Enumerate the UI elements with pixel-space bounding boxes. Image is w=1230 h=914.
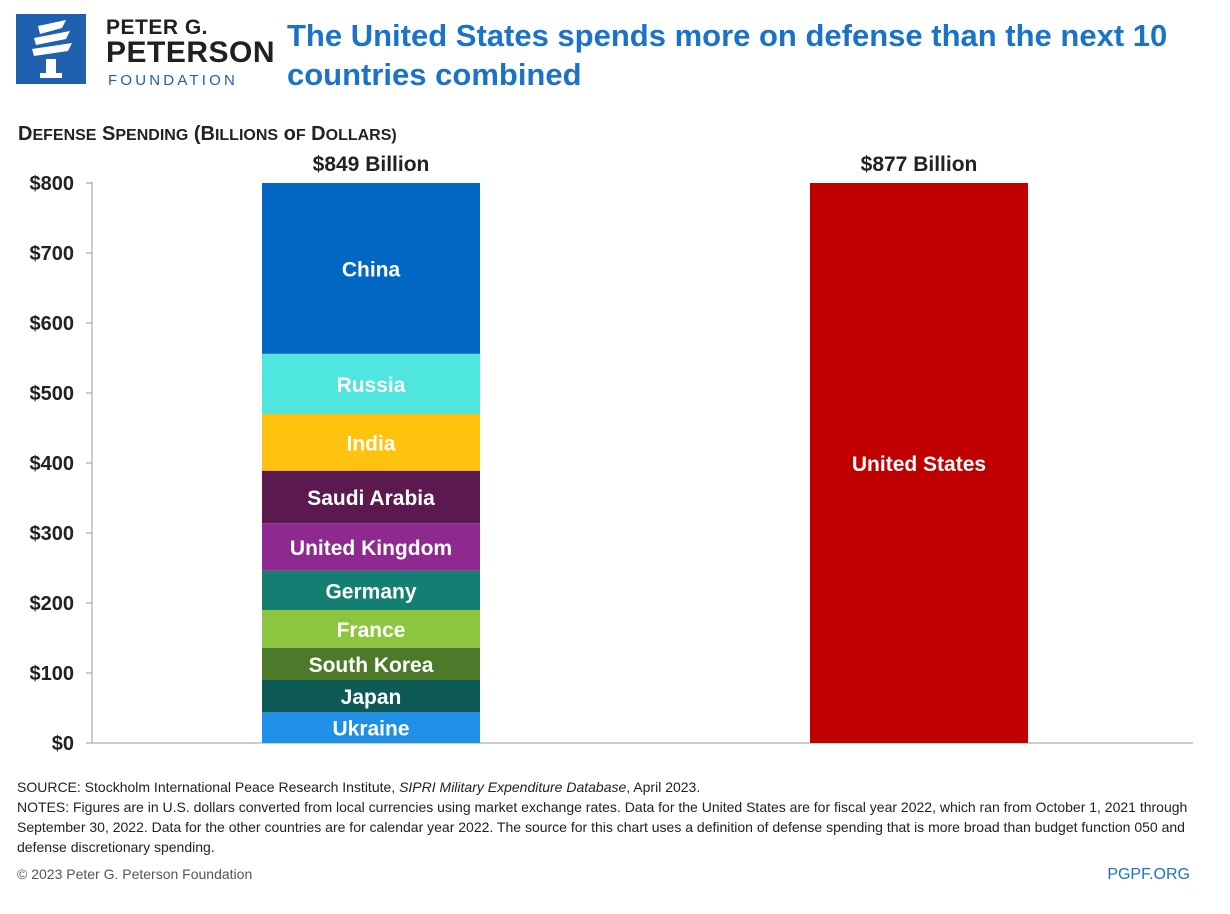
y-tick-label: $400 xyxy=(30,453,75,475)
chart-title: The United States spends more on defense… xyxy=(287,18,1168,92)
segment-label: Germany xyxy=(325,580,416,603)
segment-label: Russia xyxy=(337,374,406,397)
segment-label: India xyxy=(346,432,395,455)
bar-segment-saudi-arabia xyxy=(262,470,480,524)
segment-label: South Korea xyxy=(309,654,434,677)
bar-segment-india xyxy=(262,414,480,471)
y-tick-label: $300 xyxy=(30,523,75,545)
segment-label: Ukraine xyxy=(332,718,409,741)
notes-block: SOURCE: Stockholm International Peace Re… xyxy=(17,777,1217,857)
bar-total-label: $877 Billion xyxy=(861,153,978,176)
y-tick-label: $500 xyxy=(30,383,75,405)
logo-line-1: PETER G. xyxy=(106,16,209,39)
y-axis-label: DEFENSE SPENDING (BILLIONS oF DOLLARS) xyxy=(18,123,397,145)
y-tick-label: $0 xyxy=(52,733,74,755)
y-axis-ticks: $0 $100 $200 $300 $400 $500 $600 $700 $800 xyxy=(30,173,92,755)
segment-label: United Kingdom xyxy=(290,537,452,560)
notes-text: NOTES: Figures are in U.S. dollars conve… xyxy=(17,799,1188,855)
source-suffix: , April 2023. xyxy=(626,779,701,795)
y-tick-label: $100 xyxy=(30,663,75,685)
bar-segment-japan xyxy=(262,680,480,713)
bar-segment-germany xyxy=(262,570,480,610)
stacked-bar-chart: DEFENSE SPENDING (BILLIONS oF DOLLARS) $… xyxy=(18,123,1193,755)
logo-line-3: FOUNDATION xyxy=(108,72,239,89)
segment-label: China xyxy=(342,258,401,281)
bar-segment-china xyxy=(262,183,480,354)
y-tick-label: $800 xyxy=(30,173,75,195)
logo-line-2: PETERSON xyxy=(106,36,276,69)
bar-segment-united-kingdom xyxy=(262,523,480,571)
y-tick-label: $200 xyxy=(30,593,75,615)
source-title: SIPRI Military Expenditure Database xyxy=(399,779,627,795)
segment-label: Saudi Arabia xyxy=(307,487,435,510)
torch-logo-icon xyxy=(16,14,86,84)
bar-segment-russia xyxy=(262,353,480,414)
bar-segment-south-korea xyxy=(262,647,480,680)
source-prefix: SOURCE: Stockholm International Peace Re… xyxy=(17,779,400,795)
y-tick-label: $600 xyxy=(30,313,75,335)
copyright: © 2023 Peter G. Peterson Foundation xyxy=(17,866,253,882)
bar-total-label: $849 Billion xyxy=(313,153,430,176)
segment-label: Japan xyxy=(341,686,402,709)
bar-segment-united-states xyxy=(810,183,1028,743)
bar-segment-ukraine xyxy=(262,712,480,743)
bars-group: Ukraine Japan South Korea France Germany Unit… xyxy=(262,153,1028,743)
bar-segment-france xyxy=(262,610,480,648)
source-line: SOURCE: Stockholm International Peace Re… xyxy=(17,777,1217,797)
segment-label: France xyxy=(337,619,406,642)
site-link[interactable]: PGPF.ORG xyxy=(1107,866,1190,883)
foundation-logo: PETER G. PETERSON FOUNDATION xyxy=(16,14,275,89)
segment-label: United States xyxy=(852,453,986,476)
y-tick-label: $700 xyxy=(30,243,75,265)
